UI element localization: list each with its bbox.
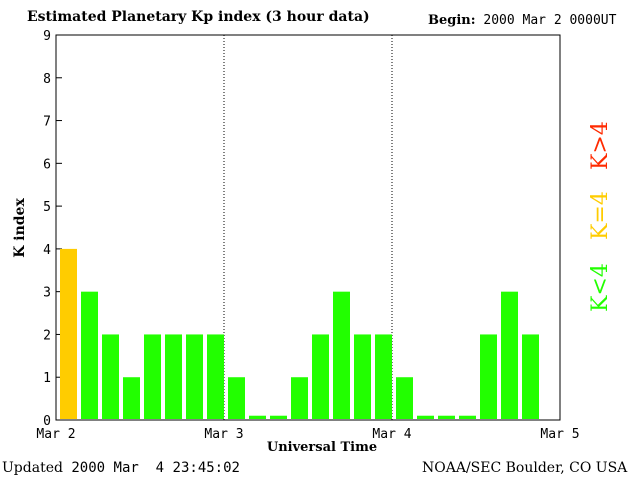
kp-bar	[228, 377, 245, 419]
y-tick-label: 0	[43, 414, 51, 429]
updated-value: 2000 Mar 4 23:45:02	[62, 460, 240, 476]
y-tick-label: 4	[43, 243, 51, 258]
legend-above: K>4	[588, 121, 613, 170]
x-axis-label: Universal Time	[266, 440, 378, 455]
legend-below: K<4	[588, 263, 613, 312]
kp-bar	[480, 334, 497, 419]
begin-value: 2000 Mar 2 0000UT	[475, 13, 617, 28]
kp-bar	[417, 415, 434, 419]
x-tick-label: Mar 4	[372, 427, 411, 442]
kp-bar	[270, 415, 287, 419]
source-credit: NOAA/SEC Boulder, CO USA	[422, 460, 628, 476]
y-tick-label: 5	[43, 200, 51, 215]
kp-bar	[333, 291, 350, 419]
kp-bar	[207, 334, 224, 419]
kp-bar	[144, 334, 161, 419]
kp-bar	[459, 415, 476, 419]
x-tick-label: Mar 3	[204, 427, 243, 442]
kp-bar	[522, 334, 539, 419]
kp-bar	[438, 415, 455, 419]
kp-bar	[249, 415, 266, 419]
begin-label: Begin:	[428, 13, 476, 28]
begin-date: Begin: 2000 Mar 2 0000UT	[428, 13, 616, 28]
y-tick-label: 2	[43, 328, 51, 343]
y-tick-label: 1	[43, 371, 51, 386]
y-tick-label: 3	[43, 286, 51, 301]
y-tick-label: 6	[43, 157, 51, 172]
y-tick-label: 9	[43, 29, 51, 44]
updated-timestamp: Updated 2000 Mar 4 23:45:02	[2, 460, 240, 476]
legend-equal: K=4	[588, 191, 613, 240]
kp-bar	[81, 291, 98, 419]
x-tick-label: Mar 2	[36, 427, 75, 442]
updated-label: Updated	[2, 460, 63, 476]
kp-bar	[102, 334, 119, 419]
kp-bar	[123, 377, 140, 419]
kp-bar	[396, 377, 413, 419]
kp-bar	[501, 291, 518, 419]
y-tick-label: 8	[43, 72, 51, 87]
kp-bar	[375, 334, 392, 419]
kp-bar	[291, 377, 308, 419]
kp-bar	[354, 334, 371, 419]
kp-bar	[165, 334, 182, 419]
plot-frame	[55, 34, 561, 421]
chart-title: Estimated Planetary Kp index (3 hour dat…	[27, 9, 370, 25]
y-tick-label: 7	[43, 115, 51, 130]
x-tick-label: Mar 5	[540, 427, 579, 442]
kp-bar	[312, 334, 329, 419]
kp-bar	[60, 248, 77, 419]
kp-bar	[186, 334, 203, 419]
